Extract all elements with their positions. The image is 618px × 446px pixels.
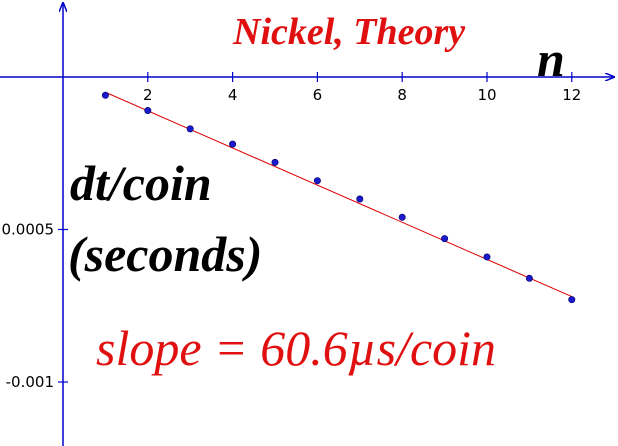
data-point — [271, 158, 279, 166]
fit-line-group — [105, 91, 573, 298]
x-tick-label: 8 — [397, 86, 407, 104]
data-point — [144, 107, 152, 115]
x-tick-label: 10 — [477, 86, 496, 104]
x-tick-label: 4 — [228, 86, 238, 104]
data-points — [101, 91, 576, 304]
data-point — [568, 296, 576, 304]
axis-ticks: 2 4 6 8 10 12 0.0005 -0.001 — [2, 72, 581, 391]
chart-text: Nickel, Theory n dt/coin (seconds) slope… — [68, 11, 565, 376]
data-point — [186, 125, 194, 133]
y-axis-label-line1: dt/coin — [70, 155, 212, 211]
data-point — [441, 235, 449, 243]
fit-line — [105, 91, 573, 298]
x-tick-label: 12 — [562, 86, 581, 104]
data-point — [313, 177, 321, 185]
x-axis-label: n — [537, 31, 565, 87]
slope-annotation: slope = 60.6µs/coin — [96, 320, 496, 376]
data-point — [398, 213, 406, 221]
x-tick-label: 6 — [313, 86, 323, 104]
y-axis-label-line2: (seconds) — [68, 226, 262, 282]
data-point — [356, 195, 364, 203]
data-point — [525, 274, 533, 282]
data-point — [229, 140, 237, 148]
y-tick-label: -0.001 — [6, 373, 54, 391]
x-tick-label: 2 — [143, 86, 153, 104]
data-point — [483, 253, 491, 261]
data-point — [101, 91, 109, 99]
y-tick-label: 0.0005 — [2, 221, 55, 239]
chart-title: Nickel, Theory — [232, 11, 465, 53]
axes — [0, 3, 614, 446]
